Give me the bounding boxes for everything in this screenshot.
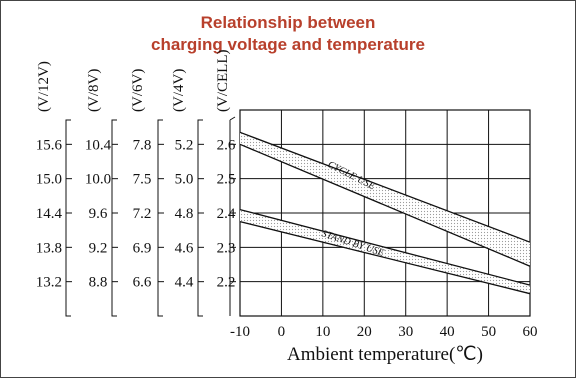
y-tick-label: 2.6 bbox=[217, 137, 236, 153]
chart-title: Relationship between bbox=[201, 13, 376, 32]
y-tick-label: 13.2 bbox=[36, 275, 62, 291]
y-tick-label: 6.9 bbox=[133, 240, 152, 256]
x-tick-label: -10 bbox=[230, 324, 250, 340]
x-tick-label: 30 bbox=[398, 324, 413, 340]
y-tick-label: 5.2 bbox=[175, 137, 194, 153]
x-axis-label: Ambient temperature(℃) bbox=[287, 344, 483, 365]
y-tick-label: 7.5 bbox=[133, 172, 152, 188]
y-tick-label: 14.4 bbox=[36, 206, 63, 222]
y-axis-bracket bbox=[157, 119, 163, 317]
y-tick-label: 9.2 bbox=[89, 240, 108, 256]
x-tick-label: 40 bbox=[440, 324, 455, 340]
y-tick-label: 4.6 bbox=[175, 240, 194, 256]
y-tick-label: 10.4 bbox=[85, 137, 112, 153]
band-lower-line bbox=[239, 143, 531, 267]
y-axes-group: (V/12V) 15.6 15.0 14.4 13.8 13.2 (V/8V) 10.4 10.… bbox=[36, 50, 236, 317]
y-axis-bracket-hook bbox=[229, 116, 236, 121]
x-tick-label: 0 bbox=[278, 324, 286, 340]
x-tick-label: 10 bbox=[315, 324, 330, 340]
chart-subtitle: charging voltage and temperature bbox=[151, 35, 425, 54]
x-tick-labels: -10 0 10 20 30 40 50 60 bbox=[230, 324, 538, 340]
y-axis-bracket bbox=[111, 119, 117, 317]
y-tick-label: 13.8 bbox=[36, 240, 62, 256]
x-tick-label: 50 bbox=[481, 324, 496, 340]
y-tick-label: 15.0 bbox=[36, 172, 62, 188]
band-upper-line bbox=[239, 208, 531, 286]
y-tick-label: 10.0 bbox=[85, 172, 111, 188]
y-tick-label: 5.0 bbox=[175, 172, 194, 188]
x-tick-label: 60 bbox=[523, 324, 538, 340]
y-tick-label: 2.5 bbox=[217, 172, 236, 188]
y-tick-label: 9.6 bbox=[89, 206, 108, 222]
y-tick-label: 4.4 bbox=[175, 275, 194, 291]
y-axis-unit-label: (V/4V) bbox=[171, 69, 187, 112]
y-axis-bracket bbox=[197, 119, 203, 317]
band-area bbox=[240, 132, 530, 267]
y-tick-label: 7.8 bbox=[133, 137, 152, 153]
band-area bbox=[240, 209, 530, 294]
y-axis-unit-label: (V/12V) bbox=[36, 61, 52, 112]
band-upper-line bbox=[239, 131, 531, 243]
y-tick-label: 15.6 bbox=[36, 137, 63, 153]
y-tick-label: 8.8 bbox=[89, 275, 108, 291]
y-axis-unit-label: (V/6V) bbox=[130, 69, 146, 112]
x-tick-label: 20 bbox=[357, 324, 372, 340]
y-tick-label: 2.2 bbox=[217, 275, 236, 291]
y-axis-unit-label: (V/8V) bbox=[86, 69, 102, 112]
y-axis-unit-label: (V/CELL) bbox=[215, 50, 231, 112]
y-tick-label: 2.3 bbox=[217, 240, 236, 256]
y-tick-label: 2.4 bbox=[217, 206, 236, 222]
y-tick-label: 4.8 bbox=[175, 206, 194, 222]
y-axis-bracket bbox=[65, 119, 71, 317]
band-lower-line bbox=[239, 220, 531, 295]
y-tick-label: 7.2 bbox=[133, 206, 152, 222]
y-tick-label: 6.6 bbox=[133, 275, 152, 291]
